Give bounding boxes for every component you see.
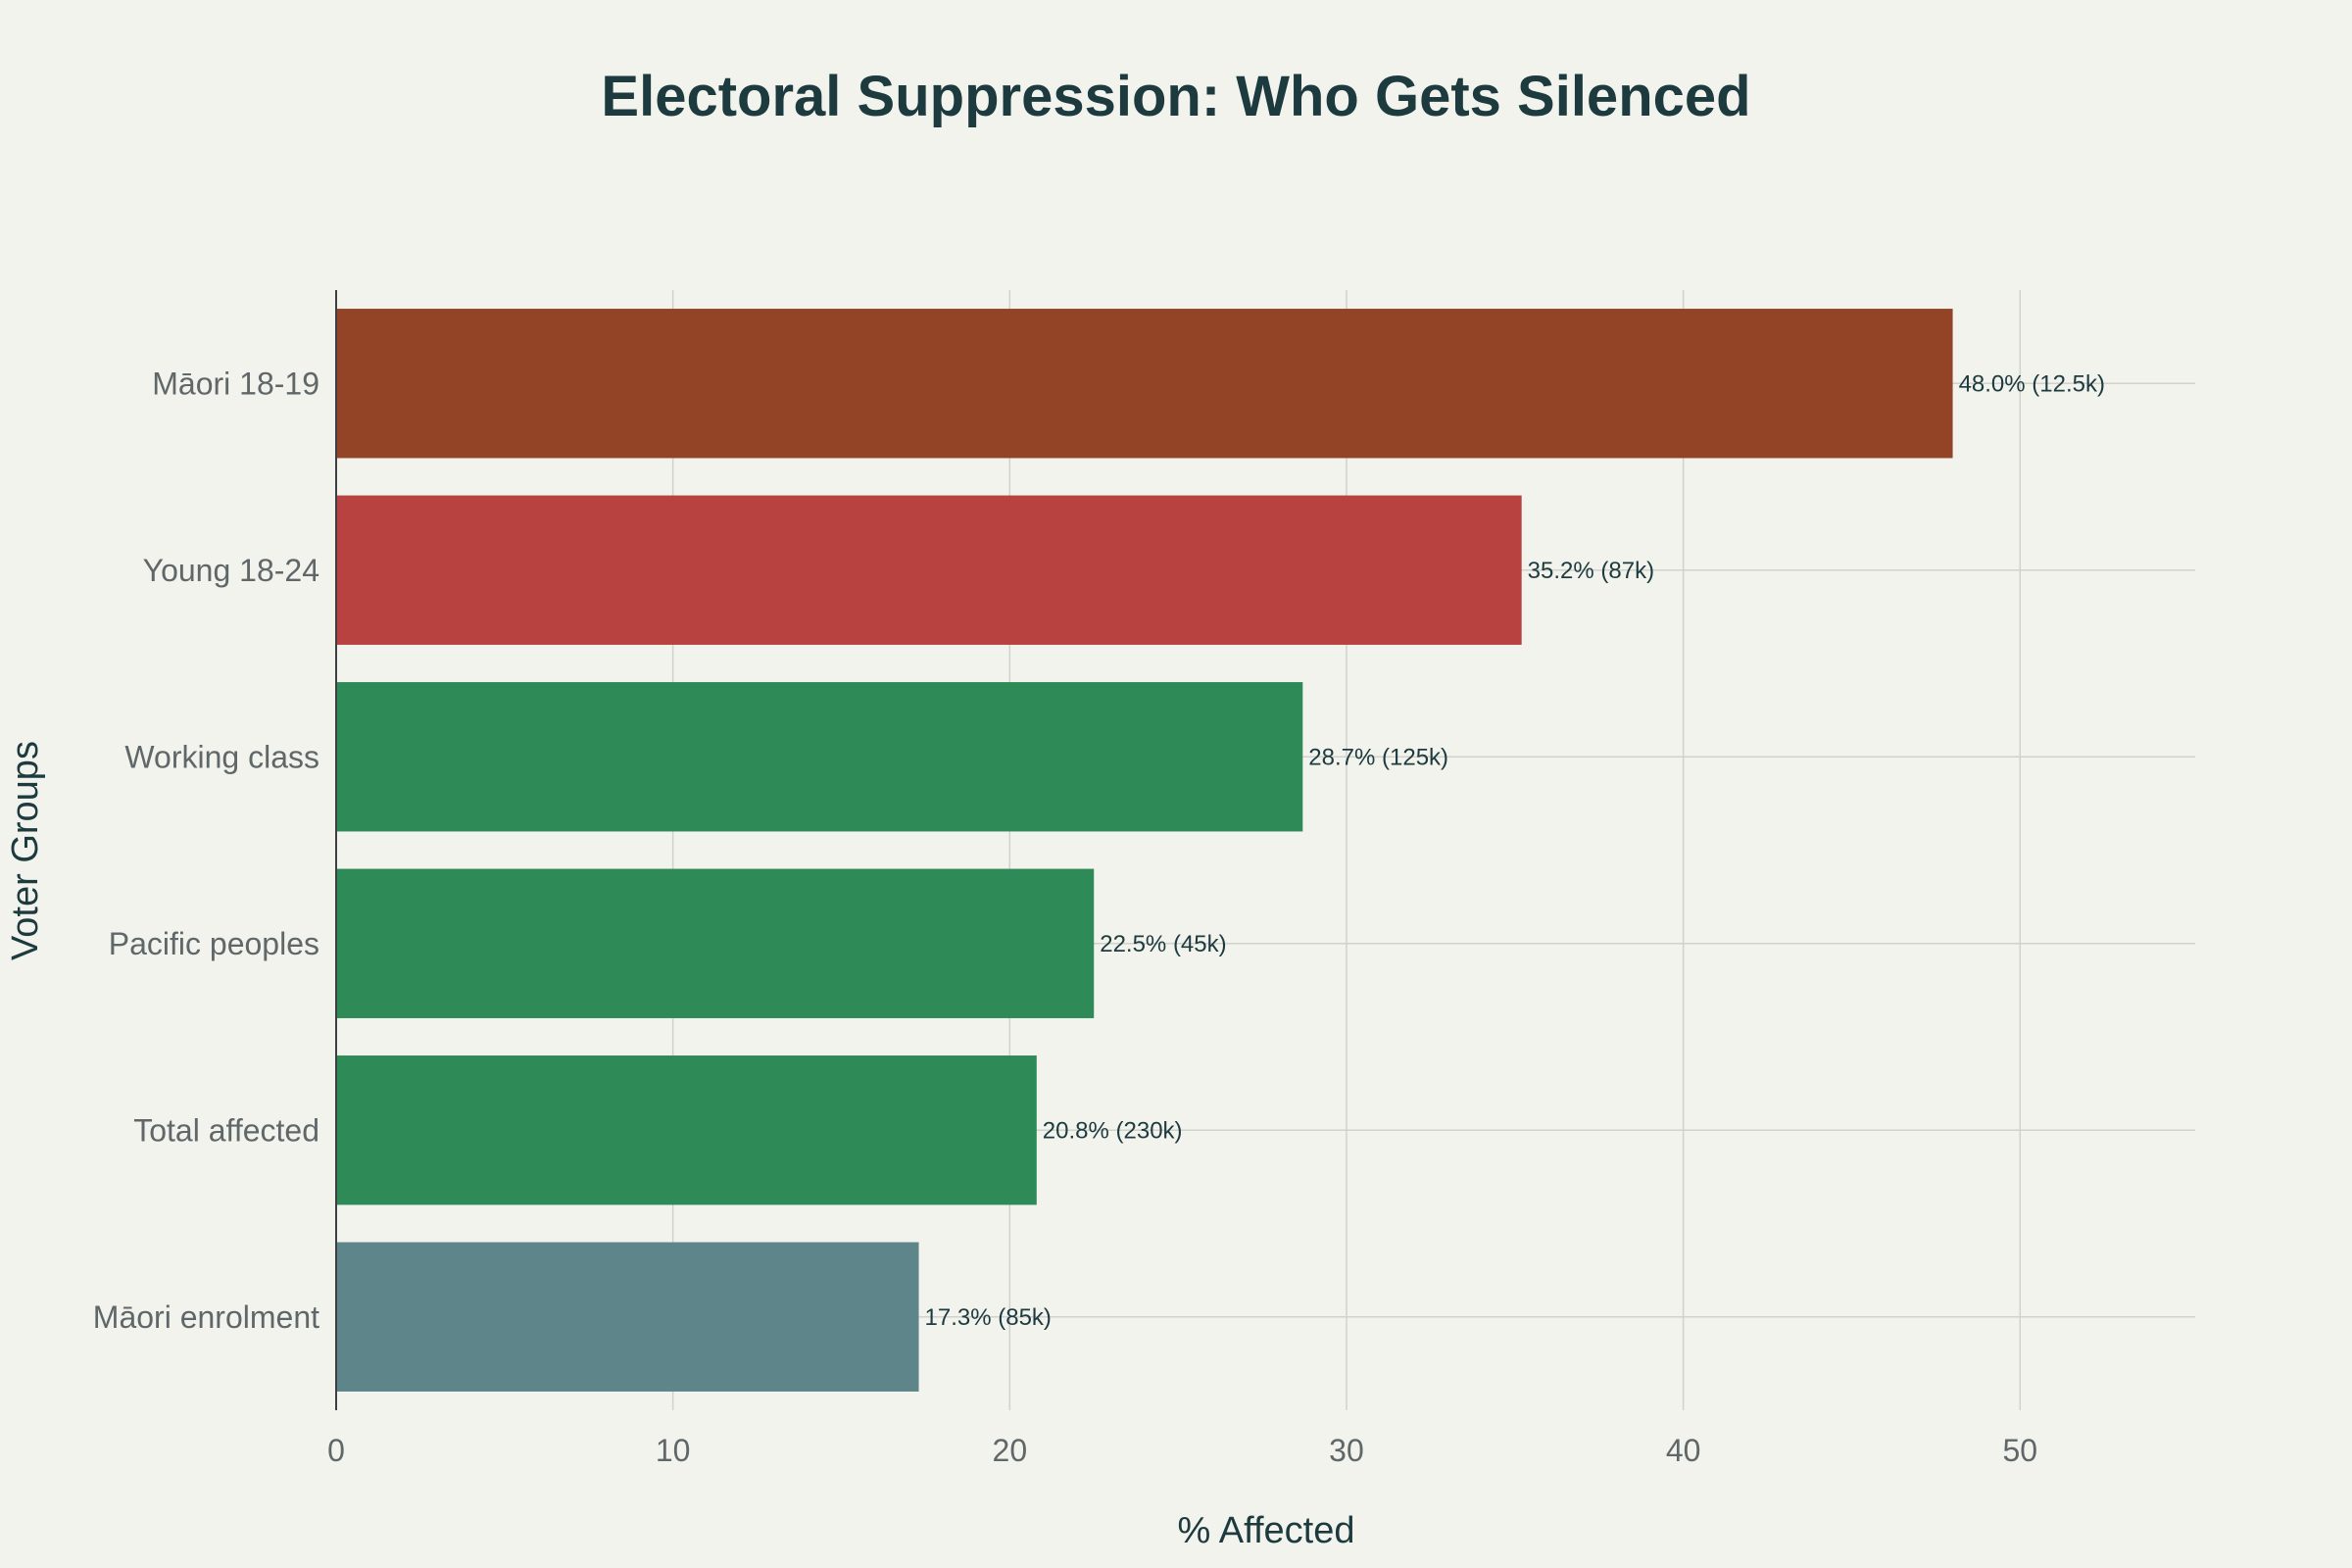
bar-data-label: 22.5% (45k) <box>1100 931 1226 957</box>
x-axis-title: % Affected <box>1178 1510 1355 1551</box>
x-tick-label: 20 <box>993 1433 1028 1468</box>
bar <box>336 868 1095 1018</box>
x-tick-label: 30 <box>1329 1433 1364 1468</box>
y-tick-label: Pacific peoples <box>109 926 319 961</box>
bar <box>336 309 1953 459</box>
x-tick-label: 10 <box>656 1433 691 1468</box>
x-axis-tick-labels: 0 10 20 30 40 50 <box>327 1433 2037 1468</box>
y-tick-label: Total affected <box>133 1112 319 1148</box>
bar <box>336 1242 919 1392</box>
y-tick-label: Māori enrolment <box>93 1299 319 1335</box>
x-tick-label: 40 <box>1666 1433 1701 1468</box>
bar-data-label: 48.0% (12.5k) <box>1959 370 2105 397</box>
bar-data-label: 35.2% (87k) <box>1528 558 1654 584</box>
chart-title: Electoral Suppression: Who Gets Silenced <box>601 65 1750 128</box>
bar <box>336 495 1522 645</box>
y-tick-label: Māori 18-19 <box>152 366 319 401</box>
bar-data-label: 28.7% (125k) <box>1308 744 1448 770</box>
y-tick-label: Working class <box>124 739 319 774</box>
bar <box>336 1055 1037 1205</box>
bar <box>336 682 1303 832</box>
data-labels: 48.0% (12.5k) 35.2% (87k) 28.7% (125k) 22.5… <box>925 370 2105 1331</box>
y-axis-tick-labels: Māori 18-19 Young 18-24 Working class Pacif… <box>93 366 319 1335</box>
y-axis-title: Voter Groups <box>5 741 46 960</box>
bar-data-label: 20.8% (230k) <box>1043 1117 1183 1144</box>
x-tick-label: 50 <box>2003 1433 2038 1468</box>
bar-data-label: 17.3% (85k) <box>925 1304 1052 1331</box>
y-tick-label: Young 18-24 <box>143 553 319 588</box>
bars <box>336 309 1953 1392</box>
x-tick-label: 0 <box>327 1433 345 1468</box>
